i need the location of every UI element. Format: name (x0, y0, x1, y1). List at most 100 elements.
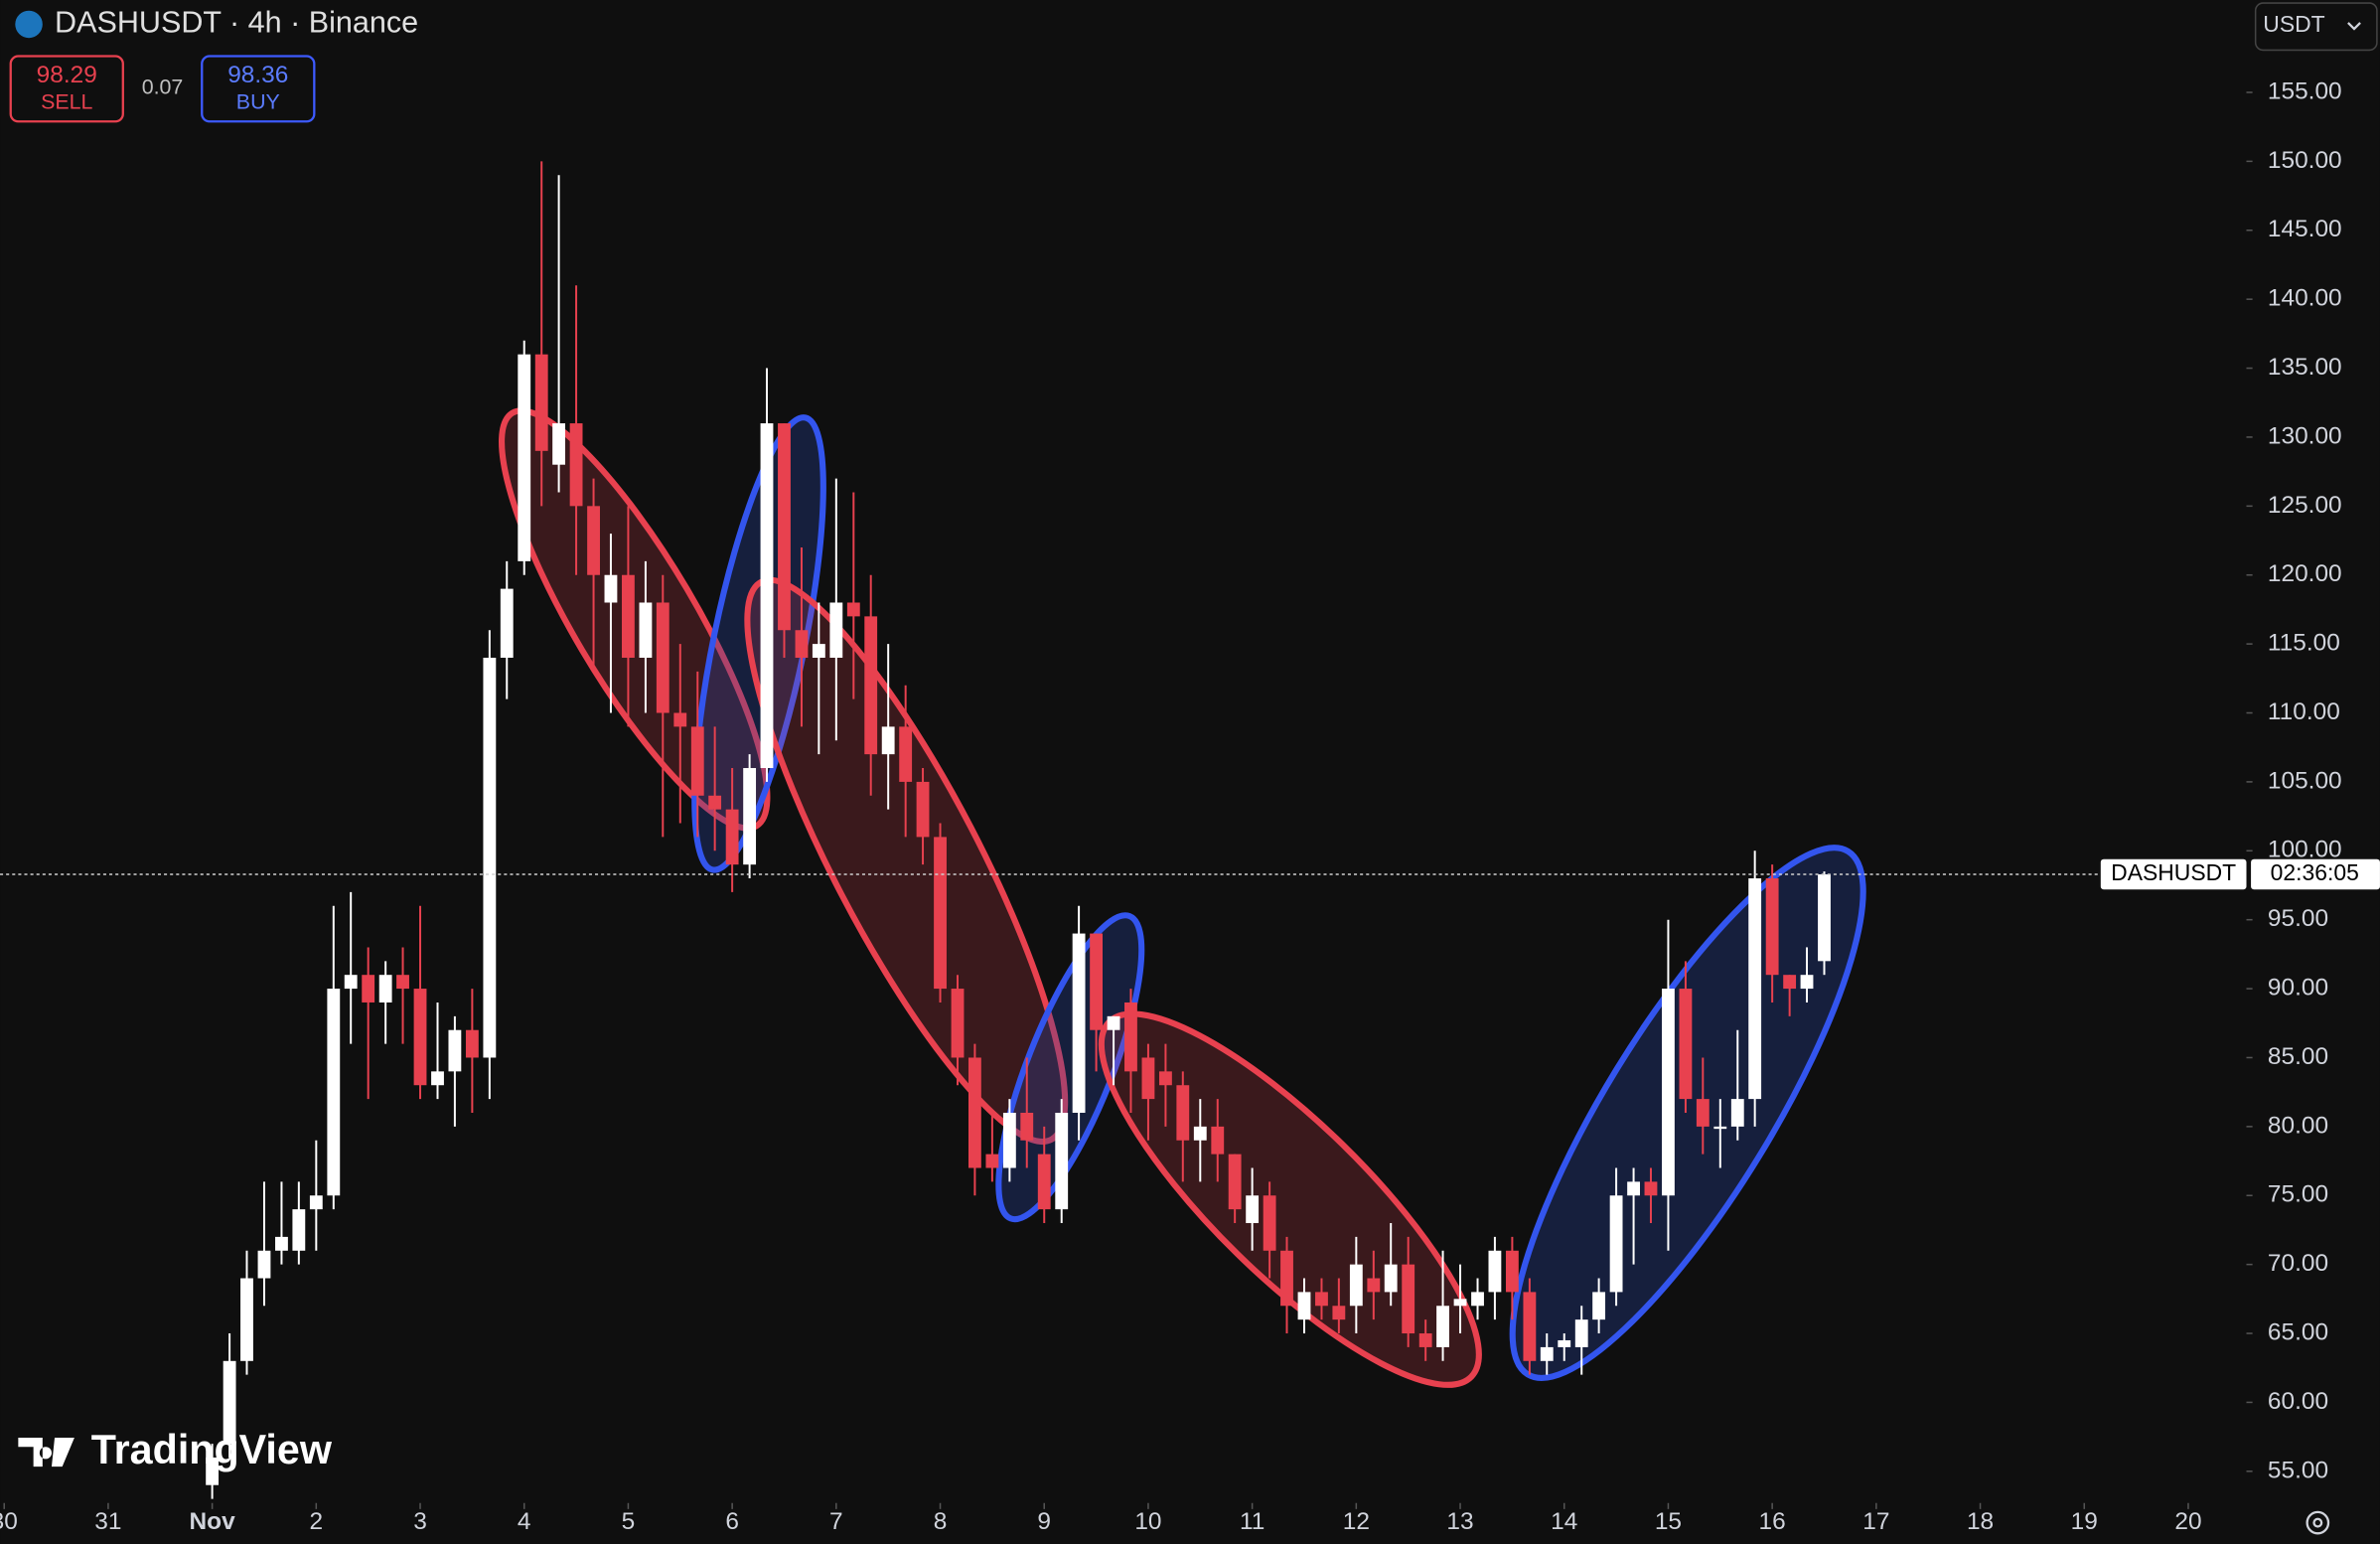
y-tick-label: 125.00 (2268, 492, 2342, 519)
x-tick-label: 13 (1446, 1508, 1473, 1535)
sell-label[interactable]: SELL (41, 90, 92, 114)
price-tag-timer: 02:36:05 (2271, 859, 2359, 885)
x-tick-label: Nov (190, 1508, 236, 1535)
buy-label[interactable]: BUY (236, 90, 280, 114)
symbol-title: DASHUSDT · 4h · Binance (55, 6, 418, 40)
currency-selector[interactable] (2254, 2, 2378, 52)
sell-button[interactable] (9, 55, 124, 123)
candle-body (1090, 933, 1104, 1030)
sell-price[interactable]: 98.29 (37, 62, 97, 88)
buy-price[interactable]: 98.36 (227, 62, 288, 88)
x-tick-label: 14 (1551, 1508, 1577, 1535)
candle-body (1488, 1250, 1502, 1293)
chevron (2347, 22, 2361, 31)
candle-body (1020, 1112, 1034, 1141)
candle-body (1679, 989, 1693, 1100)
candle-body (362, 975, 375, 1003)
candle-body (483, 657, 497, 1058)
y-tick-label: 145.00 (2268, 216, 2342, 242)
candle-body (1418, 1333, 1432, 1347)
x-tick-label: 6 (725, 1508, 739, 1535)
x-tick-label: 16 (1759, 1508, 1786, 1535)
candle-body (1800, 975, 1814, 990)
candle-body (1783, 975, 1797, 990)
candle-body (500, 588, 514, 658)
currency-label[interactable]: USDT (2263, 11, 2324, 37)
candle-body (795, 630, 809, 658)
candle-body (309, 1195, 323, 1210)
y-tick-label: 150.00 (2268, 147, 2342, 174)
candle-body (934, 837, 947, 990)
candle-body (587, 506, 600, 575)
candle-body (465, 1029, 479, 1058)
y-tick-label: 85.00 (2268, 1043, 2328, 1070)
candle-body (829, 602, 843, 658)
candle-body (1402, 1264, 1415, 1334)
spread: 0.07 (142, 75, 184, 98)
candle-body (1246, 1195, 1260, 1224)
candle-body (725, 809, 739, 865)
candle-body (1297, 1292, 1311, 1320)
candle-body (622, 574, 635, 658)
candle-body (604, 574, 618, 603)
x-tick-label: 19 (2071, 1508, 2098, 1535)
candle-body (1211, 1126, 1225, 1155)
candle-body (448, 1029, 462, 1072)
y-tick-label: 105.00 (2268, 767, 2342, 794)
candle-body (240, 1278, 253, 1361)
candle-body (881, 726, 895, 755)
candle-body (1592, 1292, 1606, 1320)
candle-body (1159, 1071, 1172, 1086)
settings-icon[interactable] (2306, 1510, 2330, 1535)
x-tick-label: 4 (518, 1508, 531, 1535)
watermark: TradingView (91, 1427, 333, 1472)
candle-body (778, 423, 791, 631)
x-tick-label: 15 (1655, 1508, 1682, 1535)
candle-body (1176, 1085, 1190, 1141)
x-tick-label: 11 (1240, 1508, 1264, 1535)
candle-body (1193, 1126, 1207, 1141)
x-tick-label: 30 (0, 1508, 18, 1535)
candle-body (916, 781, 930, 838)
candle-body (1280, 1250, 1293, 1307)
candle-body (1349, 1264, 1363, 1307)
candle-body (639, 602, 653, 658)
candle-body (690, 726, 704, 796)
y-tick-label: 135.00 (2268, 354, 2342, 381)
candle-body (673, 712, 687, 727)
y-tick-label: 60.00 (2268, 1388, 2328, 1415)
x-tick-label: 12 (1343, 1508, 1370, 1535)
x-tick-label: 20 (2174, 1508, 2201, 1535)
price-tag (2100, 858, 2247, 890)
candle-body (1818, 874, 1831, 962)
candle-body (1384, 1264, 1398, 1293)
y-tick-label: 55.00 (2268, 1457, 2328, 1483)
candle-body (1037, 1154, 1051, 1210)
candle-body (413, 989, 427, 1086)
candle-body (708, 795, 722, 810)
candle-body (518, 354, 531, 561)
y-tick-label: 100.00 (2268, 837, 2342, 863)
candle-body (1558, 1339, 1571, 1347)
candle-body (1055, 1112, 1069, 1210)
candle-body (257, 1250, 271, 1279)
x-tick-label: 18 (1967, 1508, 1994, 1535)
axes: 55.00 60.00 65.00 70.00 75.00 80.00 85.00 90.00… (0, 77, 2380, 1535)
y-tick-label: 65.00 (2268, 1318, 2328, 1345)
candle-body (552, 423, 566, 465)
candle-body (1627, 1181, 1640, 1196)
buy-button[interactable] (201, 55, 316, 123)
x-tick-label: 10 (1134, 1508, 1161, 1535)
y-tick-label: 75.00 (2268, 1181, 2328, 1208)
candle-body (1505, 1250, 1519, 1293)
candle-body (1263, 1195, 1276, 1251)
candle-body (812, 644, 825, 658)
annotations (499, 407, 1866, 1388)
candle-body (1696, 1099, 1710, 1127)
candle-body (967, 1057, 981, 1168)
candle-body (1315, 1292, 1328, 1307)
candle-body (1332, 1306, 1346, 1320)
candle-body (1471, 1292, 1484, 1307)
candle-body (534, 354, 548, 451)
